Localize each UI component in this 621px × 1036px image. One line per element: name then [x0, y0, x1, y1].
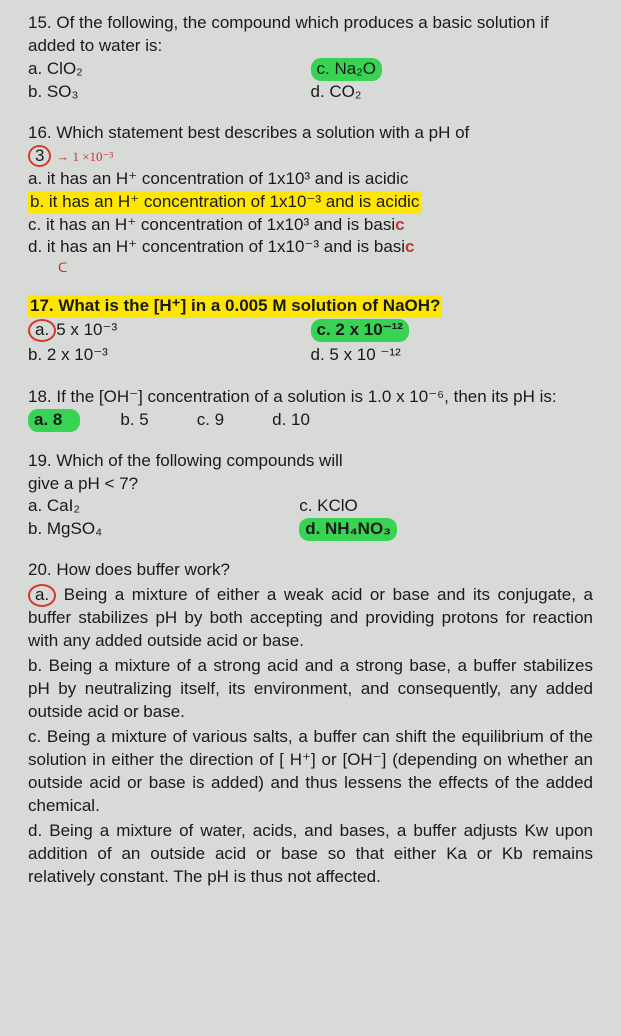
q16-stem: 16. Which statement best describes a sol…	[28, 122, 593, 145]
q15-opt-d: d. CO₂	[311, 81, 586, 104]
worksheet-page: 15. Of the following, the compound which…	[0, 0, 621, 918]
q17-opt-d: d. 5 x 10 ⁻¹²	[311, 343, 586, 368]
q18-opt-a: a. 8	[28, 409, 80, 432]
q19-opt-d: d. NH₄NO₃	[299, 518, 585, 541]
q15-opt-c: c. Na₂O	[311, 58, 586, 81]
q20-opt-c: c. Being a mixture of various salts, a b…	[28, 726, 593, 818]
q18-stem: 18. If the [OH⁻] concentration of a solu…	[28, 386, 593, 409]
q17-opt-b: b. 2 x 10⁻³	[28, 343, 303, 368]
q17-stem: 17. What is the [H⁺] in a 0.005 M soluti…	[28, 295, 593, 318]
q19-options: a. CaI₂ c. KClO b. MgSO₄ d. NH₄NO₃	[28, 495, 593, 541]
q18-opt-c: c. 9	[197, 409, 224, 432]
q19-stem-line1: 19. Which of the following compounds wil…	[28, 450, 593, 473]
q18-opt-d: d. 10	[272, 409, 310, 432]
q16-opt-d-text: d. it has an H⁺ concentration of 1x10⁻³ …	[28, 237, 405, 256]
q16-annotation-row: 3 → 1 ×10⁻³	[28, 145, 593, 168]
q16-opt-c-strike: c	[395, 215, 404, 234]
q17-opt-a-circle: a.	[28, 319, 56, 342]
q16-opt-b: b. it has an H⁺ concentration of 1x10⁻³ …	[28, 191, 585, 214]
q16-opt-c-text: c. it has an H⁺ concentration of 1x10³ a…	[28, 215, 395, 234]
q17-stem-highlight: 17. What is the [H⁺] in a 0.005 M soluti…	[28, 295, 442, 318]
q20-opt-d: d. Being a mixture of water, acids, and …	[28, 820, 593, 889]
q20-opt-a: a. Being a mixture of either a weak acid…	[28, 584, 593, 653]
q20-opt-b: b. Being a mixture of a strong acid and …	[28, 655, 593, 724]
question-20: 20. How does buffer work? a. Being a mix…	[28, 559, 593, 888]
q17-options: a.5 x 10⁻³ c. 2 x 10⁻¹² b. 2 x 10⁻³ d. 5…	[28, 318, 593, 368]
q15-opt-a: a. ClO₂	[28, 58, 303, 81]
q15-stem: 15. Of the following, the compound which…	[28, 12, 593, 58]
q15-opt-c-highlight: c. Na₂O	[311, 58, 383, 81]
q18-opt-a-highlight: a. 8	[28, 409, 80, 432]
question-17: 17. What is the [H⁺] in a 0.005 M soluti…	[28, 295, 593, 368]
q16-stray-mark: ᑕ	[58, 259, 593, 277]
question-18: 18. If the [OH⁻] concentration of a solu…	[28, 386, 593, 432]
q15-options: a. ClO₂ c. Na₂O b. SO₃ d. CO₂	[28, 58, 593, 104]
q16-handwritten-note: → 1 ×10⁻³	[56, 149, 113, 164]
q15-opt-b: b. SO₃	[28, 81, 303, 104]
q20-stem: 20. How does buffer work?	[28, 559, 593, 582]
q18-options: a. 8 b. 5 c. 9 d. 10	[28, 409, 593, 432]
q16-opt-d: d. it has an H⁺ concentration of 1x10⁻³ …	[28, 236, 585, 259]
q18-opt-b: b. 5	[120, 409, 148, 432]
question-16: 16. Which statement best describes a sol…	[28, 122, 593, 277]
q16-opt-d-strike: c	[405, 237, 414, 256]
q16-ph-value-circle: 3	[28, 145, 51, 168]
q16-opt-a: a. it has an H⁺ concentration of 1x10³ a…	[28, 168, 585, 191]
q17-opt-c: c. 2 x 10⁻¹²	[311, 318, 586, 343]
q19-opt-d-highlight: d. NH₄NO₃	[299, 518, 397, 541]
q19-opt-a: a. CaI₂	[28, 495, 291, 518]
q17-opt-a-text: 5 x 10⁻³	[56, 320, 117, 339]
question-15: 15. Of the following, the compound which…	[28, 12, 593, 104]
q16-opt-c: c. it has an H⁺ concentration of 1x10³ a…	[28, 214, 585, 237]
q17-opt-c-highlight: c. 2 x 10⁻¹²	[311, 319, 409, 342]
q19-opt-b: b. MgSO₄	[28, 518, 291, 541]
q19-opt-c: c. KClO	[299, 495, 585, 518]
question-19: 19. Which of the following compounds wil…	[28, 450, 593, 542]
q19-stem-line2: give a pH < 7?	[28, 473, 593, 496]
q20-opt-a-text: Being a mixture of either a weak acid or…	[28, 585, 593, 650]
q20-opt-a-circle: a.	[28, 584, 56, 607]
q17-opt-a: a.5 x 10⁻³	[28, 318, 303, 343]
q16-opt-b-highlight: b. it has an H⁺ concentration of 1x10⁻³ …	[28, 191, 421, 214]
